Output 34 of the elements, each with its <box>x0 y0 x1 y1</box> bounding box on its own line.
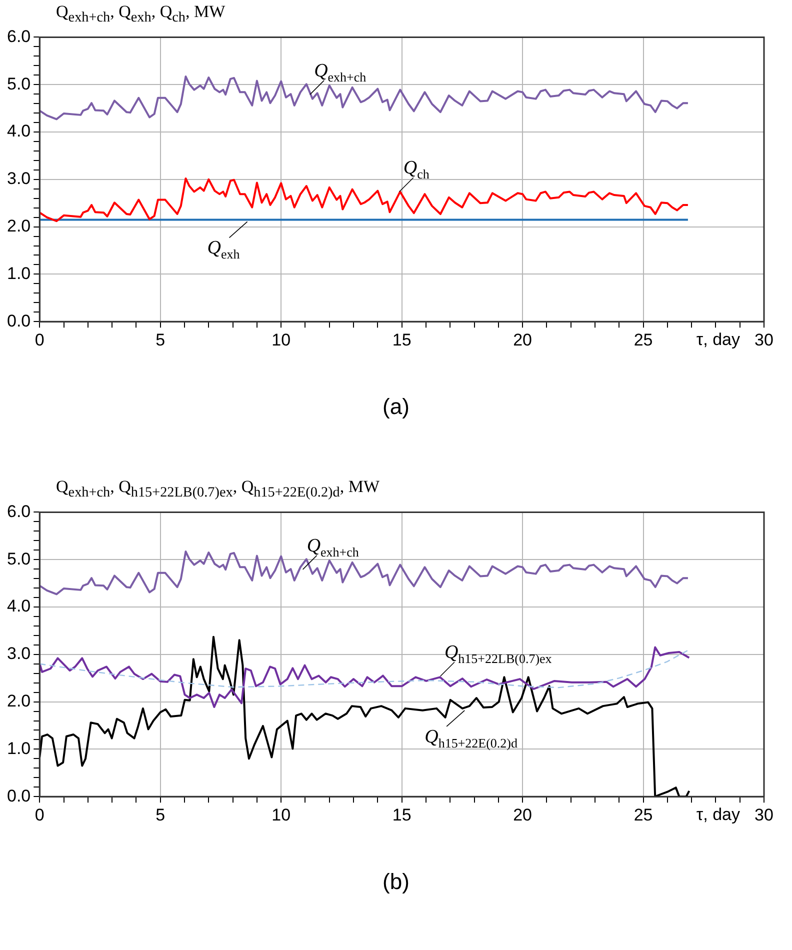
y-axis-title: Q$_{exh+ch}$, Q$_{h15+22LB(0.7)ex}$, Q$_{h15+22E(0.2)d}$, MW <box>55 476 380 500</box>
y-tick-label: 1.0 <box>6 738 31 758</box>
x-tick-label: 0 <box>34 330 44 350</box>
y-tick-label: 1.0 <box>6 264 31 283</box>
y-tick-label: 6.0 <box>6 502 31 521</box>
x-tick-label: 20 <box>513 805 532 824</box>
x-tick-label: 30 <box>754 805 774 824</box>
x-tick-label: 25 <box>634 805 653 824</box>
y-tick-label: 2.0 <box>6 216 31 236</box>
x-tick-label: 20 <box>513 330 532 350</box>
y-tick-label: 3.0 <box>6 644 31 664</box>
y-tick-label: 0.0 <box>6 786 31 806</box>
y-tick-label: 6.0 <box>6 26 31 46</box>
y-tick-label: 4.0 <box>6 122 31 141</box>
text: (a) <box>382 394 410 420</box>
x-tick-label: 30 <box>754 330 774 350</box>
y-tick-label: 2.0 <box>6 691 31 710</box>
text: (b) <box>382 869 410 895</box>
x-axis-title: τ, day <box>696 804 740 824</box>
x-tick-label: 0 <box>34 805 44 824</box>
x-tick-label: 5 <box>156 330 166 350</box>
y-tick-label: 4.0 <box>6 596 31 616</box>
y-tick-label: 0.0 <box>6 311 31 330</box>
x-tick-label: 10 <box>272 330 291 350</box>
y-axis-title: Q$_{exh+ch}$, Q$_{exh}$, Q$_{ch}$, MW <box>55 1 226 26</box>
y-tick-label: 3.0 <box>6 169 31 188</box>
y-tick-label: 5.0 <box>6 549 31 568</box>
x-tick-label: 15 <box>392 805 412 824</box>
x-tick-label: 25 <box>634 330 653 350</box>
x-tick-label: 15 <box>392 330 412 350</box>
x-tick-label: 10 <box>272 805 291 824</box>
y-tick-label: 5.0 <box>6 74 31 94</box>
x-tick-label: 5 <box>156 805 166 824</box>
x-axis-title: τ, day <box>696 330 740 349</box>
